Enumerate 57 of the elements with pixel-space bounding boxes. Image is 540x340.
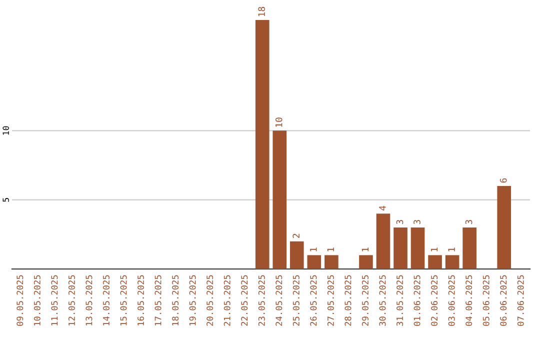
x-tick-label: 01.06.2025 (414, 275, 420, 326)
bar (255, 20, 270, 269)
x-tick-label: 10.05.2025 (34, 275, 40, 326)
bar (359, 255, 373, 269)
x-tick-label: 24.05.2025 (276, 275, 282, 326)
data-label: 3 (414, 220, 420, 224)
bar (428, 255, 442, 269)
data-label: 4 (379, 206, 386, 210)
x-tick-label: 09.05.2025 (16, 275, 24, 326)
bar (497, 186, 512, 269)
x-tick-label: 31.05.2025 (396, 275, 404, 326)
bar (462, 228, 476, 269)
x-tick-label: 30.05.2025 (379, 275, 386, 326)
x-tick-label: 02.06.2025 (431, 275, 438, 326)
x-tick-label: 14.05.2025 (102, 275, 110, 326)
data-label: 3 (396, 220, 404, 224)
data-label: 1 (430, 248, 438, 252)
data-label: 1 (448, 248, 455, 252)
x-tick-label: 06.06.2025 (500, 275, 507, 326)
bar (445, 255, 460, 269)
x-tick-label: 04.06.2025 (466, 275, 472, 326)
x-tick-label: 22.05.2025 (241, 275, 248, 326)
data-label: 3 (465, 220, 472, 224)
x-tick-label: 07.06.2025 (517, 275, 524, 326)
x-tick-label: 26.05.2025 (310, 275, 317, 326)
data-label: 2 (292, 234, 300, 238)
bar (410, 228, 425, 269)
data-label: 1 (327, 248, 334, 252)
x-tick-label: 25.05.2025 (292, 275, 300, 326)
data-label: 10 (275, 118, 282, 127)
x-tick-label: 29.05.2025 (362, 275, 368, 326)
x-tick-label: 20.05.2025 (206, 275, 214, 326)
bar (376, 214, 390, 269)
bar (272, 130, 287, 269)
bar (394, 228, 408, 269)
bar (324, 255, 338, 269)
data-label: 1 (310, 248, 317, 252)
x-tick-label: 05.06.2025 (482, 275, 490, 326)
x-tick-label: 23.05.2025 (258, 275, 265, 326)
x-tick-label: 13.05.2025 (86, 275, 92, 326)
x-tick-label: 11.05.2025 (51, 275, 58, 326)
x-tick-label: 18.05.2025 (172, 275, 179, 326)
bar (290, 241, 304, 269)
data-label: 6 (500, 178, 507, 183)
data-label: 18 (258, 6, 266, 16)
x-tick-label: 21.05.2025 (224, 275, 230, 326)
y-tick-label: 5 (2, 198, 9, 202)
data-label: 1 (362, 248, 368, 252)
x-tick-label: 17.05.2025 (154, 275, 162, 326)
x-tick-label: 16.05.2025 (138, 275, 144, 326)
bar (307, 255, 322, 269)
x-tick-label: 27.05.2025 (327, 275, 334, 326)
x-tick-label: 19.05.2025 (189, 275, 196, 326)
x-tick-label: 15.05.2025 (120, 275, 127, 326)
x-tick-label: 03.06.2025 (448, 275, 455, 326)
x-tick-label: 28.05.2025 (344, 275, 352, 326)
x-tick-label: 12.05.2025 (68, 275, 75, 326)
